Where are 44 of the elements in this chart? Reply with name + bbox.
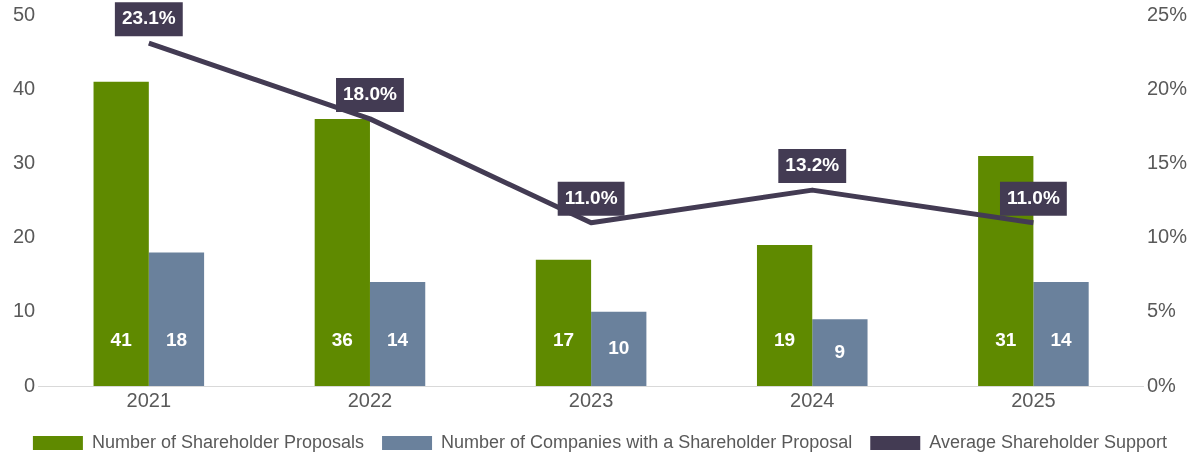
x-tick-label: 2021 [126, 388, 172, 411]
data-label: 36 [331, 329, 353, 351]
bar [93, 81, 149, 386]
y-tick-label: 10 [13, 299, 36, 322]
y-tick-label: 20 [13, 225, 36, 248]
bar [369, 282, 426, 386]
data-label: 13.2% [785, 154, 840, 176]
y2-tick-label: 25% [1146, 2, 1188, 25]
data-label: 19 [774, 329, 796, 351]
data-label: 31 [995, 329, 1017, 351]
legend-label: Number of Companies with a Shareholder Proposal [441, 431, 853, 452]
data-label: 41 [110, 329, 133, 351]
y2-tick-label: 5% [1146, 299, 1177, 322]
bar [535, 259, 592, 386]
x-tick-label: 2024 [790, 388, 835, 411]
data-label: 10 [608, 337, 630, 359]
data-label: 9 [834, 340, 846, 362]
y-tick-label: 40 [13, 76, 36, 99]
y-tick-label: 0 [24, 373, 36, 396]
x-tick-label: 2025 [1011, 388, 1056, 411]
y2-tick-label: 0% [1146, 373, 1177, 396]
data-label: 11.0% [1006, 186, 1060, 208]
data-label: 18 [165, 329, 188, 351]
y2-tick-label: 20% [1146, 76, 1188, 99]
legend-label: Average Shareholder Support [929, 431, 1168, 452]
bar [812, 319, 868, 386]
data-label: 11.0% [564, 186, 618, 208]
bar [591, 311, 647, 386]
data-label: 14 [1050, 329, 1073, 351]
data-label: 17 [552, 329, 575, 351]
y-tick-label: 50 [13, 2, 36, 25]
bar [148, 252, 205, 386]
x-tick-label: 2023 [568, 388, 614, 411]
bar [756, 245, 813, 386]
y2-tick-label: 15% [1146, 150, 1188, 173]
data-label: 14 [387, 329, 409, 351]
bar [1033, 282, 1089, 386]
x-tick-label: 2022 [347, 388, 393, 411]
y-tick-label: 30 [13, 150, 36, 173]
data-label: 18.0% [343, 83, 398, 105]
y2-tick-label: 10% [1146, 225, 1188, 248]
data-label: 23.1% [121, 7, 176, 29]
bar [314, 118, 370, 386]
legend-label: Number of Shareholder Proposals [91, 431, 365, 452]
